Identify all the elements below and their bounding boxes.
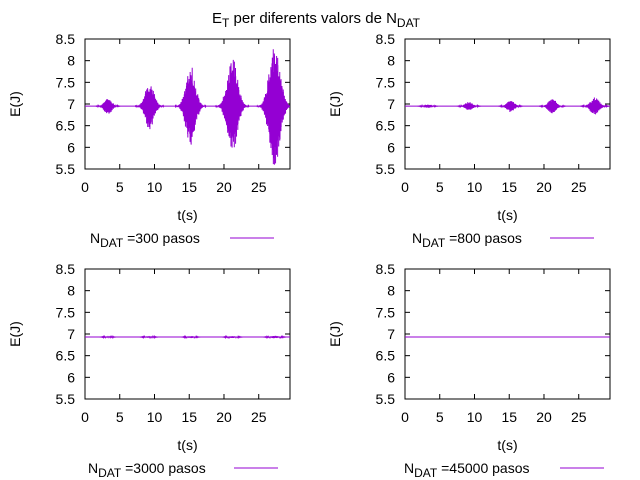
y-tick-label: 6: [67, 139, 75, 155]
y-tick-label: 5.5: [376, 391, 396, 407]
y-tick-label: 7: [387, 96, 395, 112]
y-tick-label: 5.5: [56, 391, 76, 407]
x-tick-label: 0: [401, 409, 409, 425]
series-line: [85, 49, 290, 165]
y-tick-label: 6.5: [376, 118, 396, 134]
x-tick-label: 20: [216, 179, 232, 195]
x-tick-label: 5: [116, 409, 124, 425]
x-tick-label: 25: [571, 409, 587, 425]
x-tick-label: 0: [81, 409, 89, 425]
legend-symbol: N: [412, 230, 422, 246]
x-tick-label: 5: [436, 179, 444, 195]
legend: NDAT =45000 pasos: [404, 460, 604, 480]
x-tick-label: 20: [536, 179, 552, 195]
x-tick-label: 15: [181, 409, 197, 425]
legend-text: =300 pasos: [123, 230, 200, 246]
y-tick-label: 7: [387, 326, 395, 342]
x-tick-label: 15: [501, 409, 517, 425]
y-tick-label: 6: [387, 369, 395, 385]
legend: NDAT =300 pasos: [90, 230, 274, 250]
plot-frame: [84, 268, 291, 400]
y-tick-label: 7.5: [376, 74, 396, 90]
subplot-1: 5.5 6 6.5 7 7.5 8 8.5 0 5 10 15 20 25 t(s) E(J) NDAT =3…: [7, 31, 291, 250]
y-tick-label: 8.5: [376, 261, 396, 277]
series-line: [85, 334, 290, 340]
x-tick-label: 10: [467, 409, 483, 425]
subplot-4: 5.5 6 6.5 7 7.5 8 8.5 0 5 10 15 20 25 t(s) E(J) NDAT =4…: [327, 261, 611, 480]
legend-text: =800 pasos: [445, 230, 522, 246]
x-tick-label: 10: [147, 409, 163, 425]
y-tick-label: 6: [387, 139, 395, 155]
legend-label: NDAT =45000 pasos: [404, 460, 529, 480]
title-subscript: T: [222, 16, 230, 30]
x-axis-label: t(s): [177, 437, 197, 453]
y-tick-label: 7.5: [56, 304, 76, 320]
legend-symbol: N: [88, 460, 98, 476]
y-tick-label: 5.5: [376, 161, 396, 177]
x-tick-label: 20: [536, 409, 552, 425]
x-tick-label: 25: [251, 409, 267, 425]
subplot-3: 5.5 6 6.5 7 7.5 8 8.5 0 5 10 15 20 25 t(s) E(J) NDAT =3…: [7, 261, 291, 480]
subplot-2: 5.5 6 6.5 7 7.5 8 8.5 0 5 10 15 20 25 t(s) E(J) NDAT =8…: [327, 31, 611, 250]
y-tick-label: 8: [387, 53, 395, 69]
x-tick-label: 5: [436, 409, 444, 425]
title-symbol: E: [212, 10, 222, 27]
y-tick-label: 5.5: [56, 161, 76, 177]
legend-label: NDAT =800 pasos: [412, 230, 522, 250]
y-axis-label: E(J): [7, 91, 23, 117]
y-tick-label: 7: [67, 326, 75, 342]
legend-subscript: DAT: [98, 466, 122, 480]
x-axis-label: t(s): [497, 437, 517, 453]
y-tick-label: 8.5: [56, 31, 76, 47]
y-tick-label: 7: [67, 96, 75, 112]
legend-label: NDAT =300 pasos: [90, 230, 200, 250]
y-tick-label: 8.5: [376, 31, 396, 47]
legend-symbol: N: [90, 230, 100, 246]
legend-text: =3000 pasos: [121, 460, 205, 476]
plot-frame: [404, 268, 611, 400]
x-tick-label: 0: [81, 179, 89, 195]
y-tick-label: 6.5: [56, 118, 76, 134]
series-line: [405, 97, 610, 115]
legend-symbol: N: [404, 460, 414, 476]
y-tick-label: 6: [67, 369, 75, 385]
x-tick-label: 10: [147, 179, 163, 195]
x-tick-label: 10: [467, 179, 483, 195]
y-axis-label: E(J): [7, 321, 23, 347]
x-tick-label: 15: [501, 179, 517, 195]
legend-label: NDAT =3000 pasos: [88, 460, 206, 480]
y-tick-label: 8: [67, 53, 75, 69]
x-tick-label: 5: [116, 179, 124, 195]
legend-subscript: DAT: [414, 466, 438, 480]
legend: NDAT =3000 pasos: [88, 460, 278, 480]
x-axis-label: t(s): [177, 207, 197, 223]
y-tick-label: 6.5: [376, 348, 396, 364]
y-tick-label: 8: [67, 283, 75, 299]
y-tick-label: 8: [387, 283, 395, 299]
title-text: per diferents valors de N: [229, 10, 397, 27]
x-axis-label: t(s): [497, 207, 517, 223]
figure-title: ET per diferents valors de NDAT: [212, 10, 421, 30]
x-tick-label: 0: [401, 179, 409, 195]
x-tick-label: 15: [181, 179, 197, 195]
x-tick-label: 20: [216, 409, 232, 425]
legend: NDAT =800 pasos: [412, 230, 594, 250]
y-tick-label: 7.5: [56, 74, 76, 90]
x-tick-label: 25: [251, 179, 267, 195]
legend-text: =45000 pasos: [437, 460, 529, 476]
x-tick-label: 25: [571, 179, 587, 195]
title-subscript-dat: DAT: [397, 16, 421, 30]
y-tick-label: 7.5: [376, 304, 396, 320]
y-axis-label: E(J): [327, 321, 343, 347]
y-tick-label: 8.5: [56, 261, 76, 277]
legend-subscript: DAT: [422, 236, 446, 250]
legend-subscript: DAT: [100, 236, 124, 250]
y-tick-label: 6.5: [56, 348, 76, 364]
y-axis-label: E(J): [327, 91, 343, 117]
